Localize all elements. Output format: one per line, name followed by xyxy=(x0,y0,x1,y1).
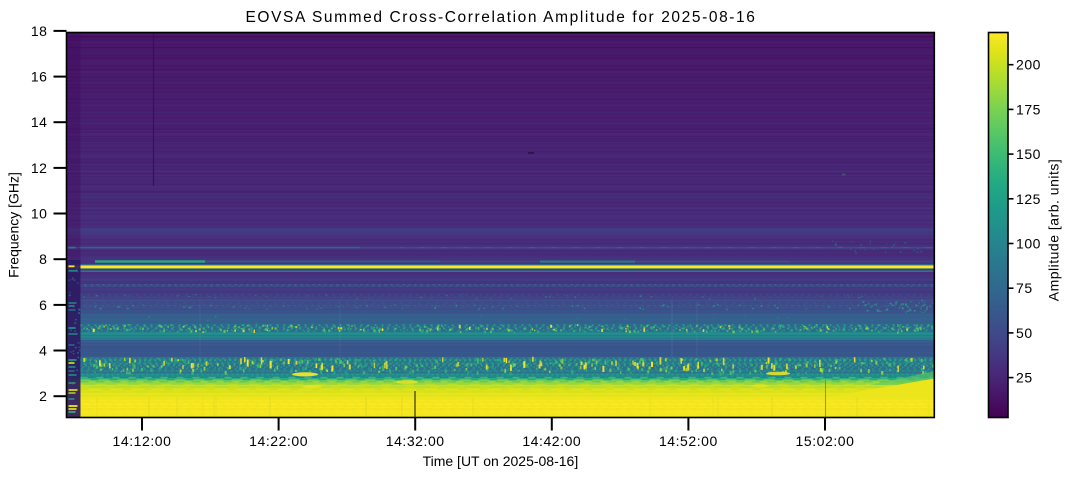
svg-text:14:32:00: 14:32:00 xyxy=(386,433,445,449)
svg-text:14:22:00: 14:22:00 xyxy=(249,433,308,449)
svg-text:25: 25 xyxy=(1016,370,1033,386)
svg-text:Amplitude [arb. units]: Amplitude [arb. units] xyxy=(1046,159,1062,302)
svg-text:125: 125 xyxy=(1016,191,1041,207)
svg-text:Time [UT on 2025-08-16]: Time [UT on 2025-08-16] xyxy=(423,453,579,469)
svg-text:14:42:00: 14:42:00 xyxy=(522,433,581,449)
svg-text:Frequency [GHz]: Frequency [GHz] xyxy=(6,172,22,278)
svg-text:12: 12 xyxy=(31,160,48,176)
svg-text:14:12:00: 14:12:00 xyxy=(113,433,172,449)
svg-text:175: 175 xyxy=(1016,101,1041,117)
svg-text:6: 6 xyxy=(39,297,47,313)
svg-text:18: 18 xyxy=(31,23,48,39)
svg-text:4: 4 xyxy=(39,343,47,359)
svg-text:15:02:00: 15:02:00 xyxy=(796,433,855,449)
svg-text:14:52:00: 14:52:00 xyxy=(659,433,718,449)
svg-text:100: 100 xyxy=(1016,236,1041,252)
svg-text:14: 14 xyxy=(31,114,48,130)
svg-text:2: 2 xyxy=(39,388,47,404)
svg-text:200: 200 xyxy=(1016,57,1041,73)
svg-text:75: 75 xyxy=(1016,280,1033,296)
svg-text:10: 10 xyxy=(31,206,48,222)
svg-text:150: 150 xyxy=(1016,146,1041,162)
svg-text:8: 8 xyxy=(39,251,47,267)
svg-text:50: 50 xyxy=(1016,325,1033,341)
svg-text:16: 16 xyxy=(31,69,48,85)
svg-text:EOVSA Summed Cross-Correlation: EOVSA Summed Cross-Correlation Amplitude… xyxy=(245,9,756,26)
